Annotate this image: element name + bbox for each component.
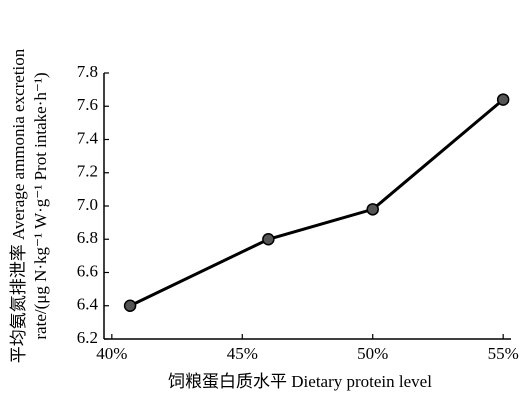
marker — [123, 299, 137, 312]
y-tick-label: 7.6 — [77, 95, 98, 114]
line — [129, 98, 505, 308]
y-tick-label: 7.0 — [77, 195, 98, 214]
y-tick-label: 7.2 — [77, 162, 98, 181]
x-axis-label: 饲粮蛋白质水平 Dietary protein level — [168, 372, 432, 391]
y-axis-label: 平均氨氮排泄率 Average ammonia excretion — [9, 48, 28, 363]
y-axis-label: rate/(μg N·kg⁻¹ W·g⁻¹ Prot intake·h⁻¹) — [31, 72, 50, 339]
x-tick-label: 50% — [357, 344, 388, 363]
x-tick-label: 55% — [488, 344, 519, 363]
y-tick-label: 6.8 — [77, 228, 98, 247]
y-tick-label: 6.4 — [77, 295, 99, 314]
y-tick-label: 6.6 — [77, 261, 98, 280]
x-tick-label: 45% — [227, 344, 258, 363]
y-tick-label: 7.4 — [77, 128, 99, 147]
marker — [366, 203, 379, 216]
y-tick-label: 7.8 — [77, 62, 98, 81]
x-tick-label: 40% — [96, 344, 127, 363]
marker — [262, 233, 275, 246]
y-tick-label: 6.2 — [77, 328, 98, 347]
marker — [496, 93, 510, 106]
